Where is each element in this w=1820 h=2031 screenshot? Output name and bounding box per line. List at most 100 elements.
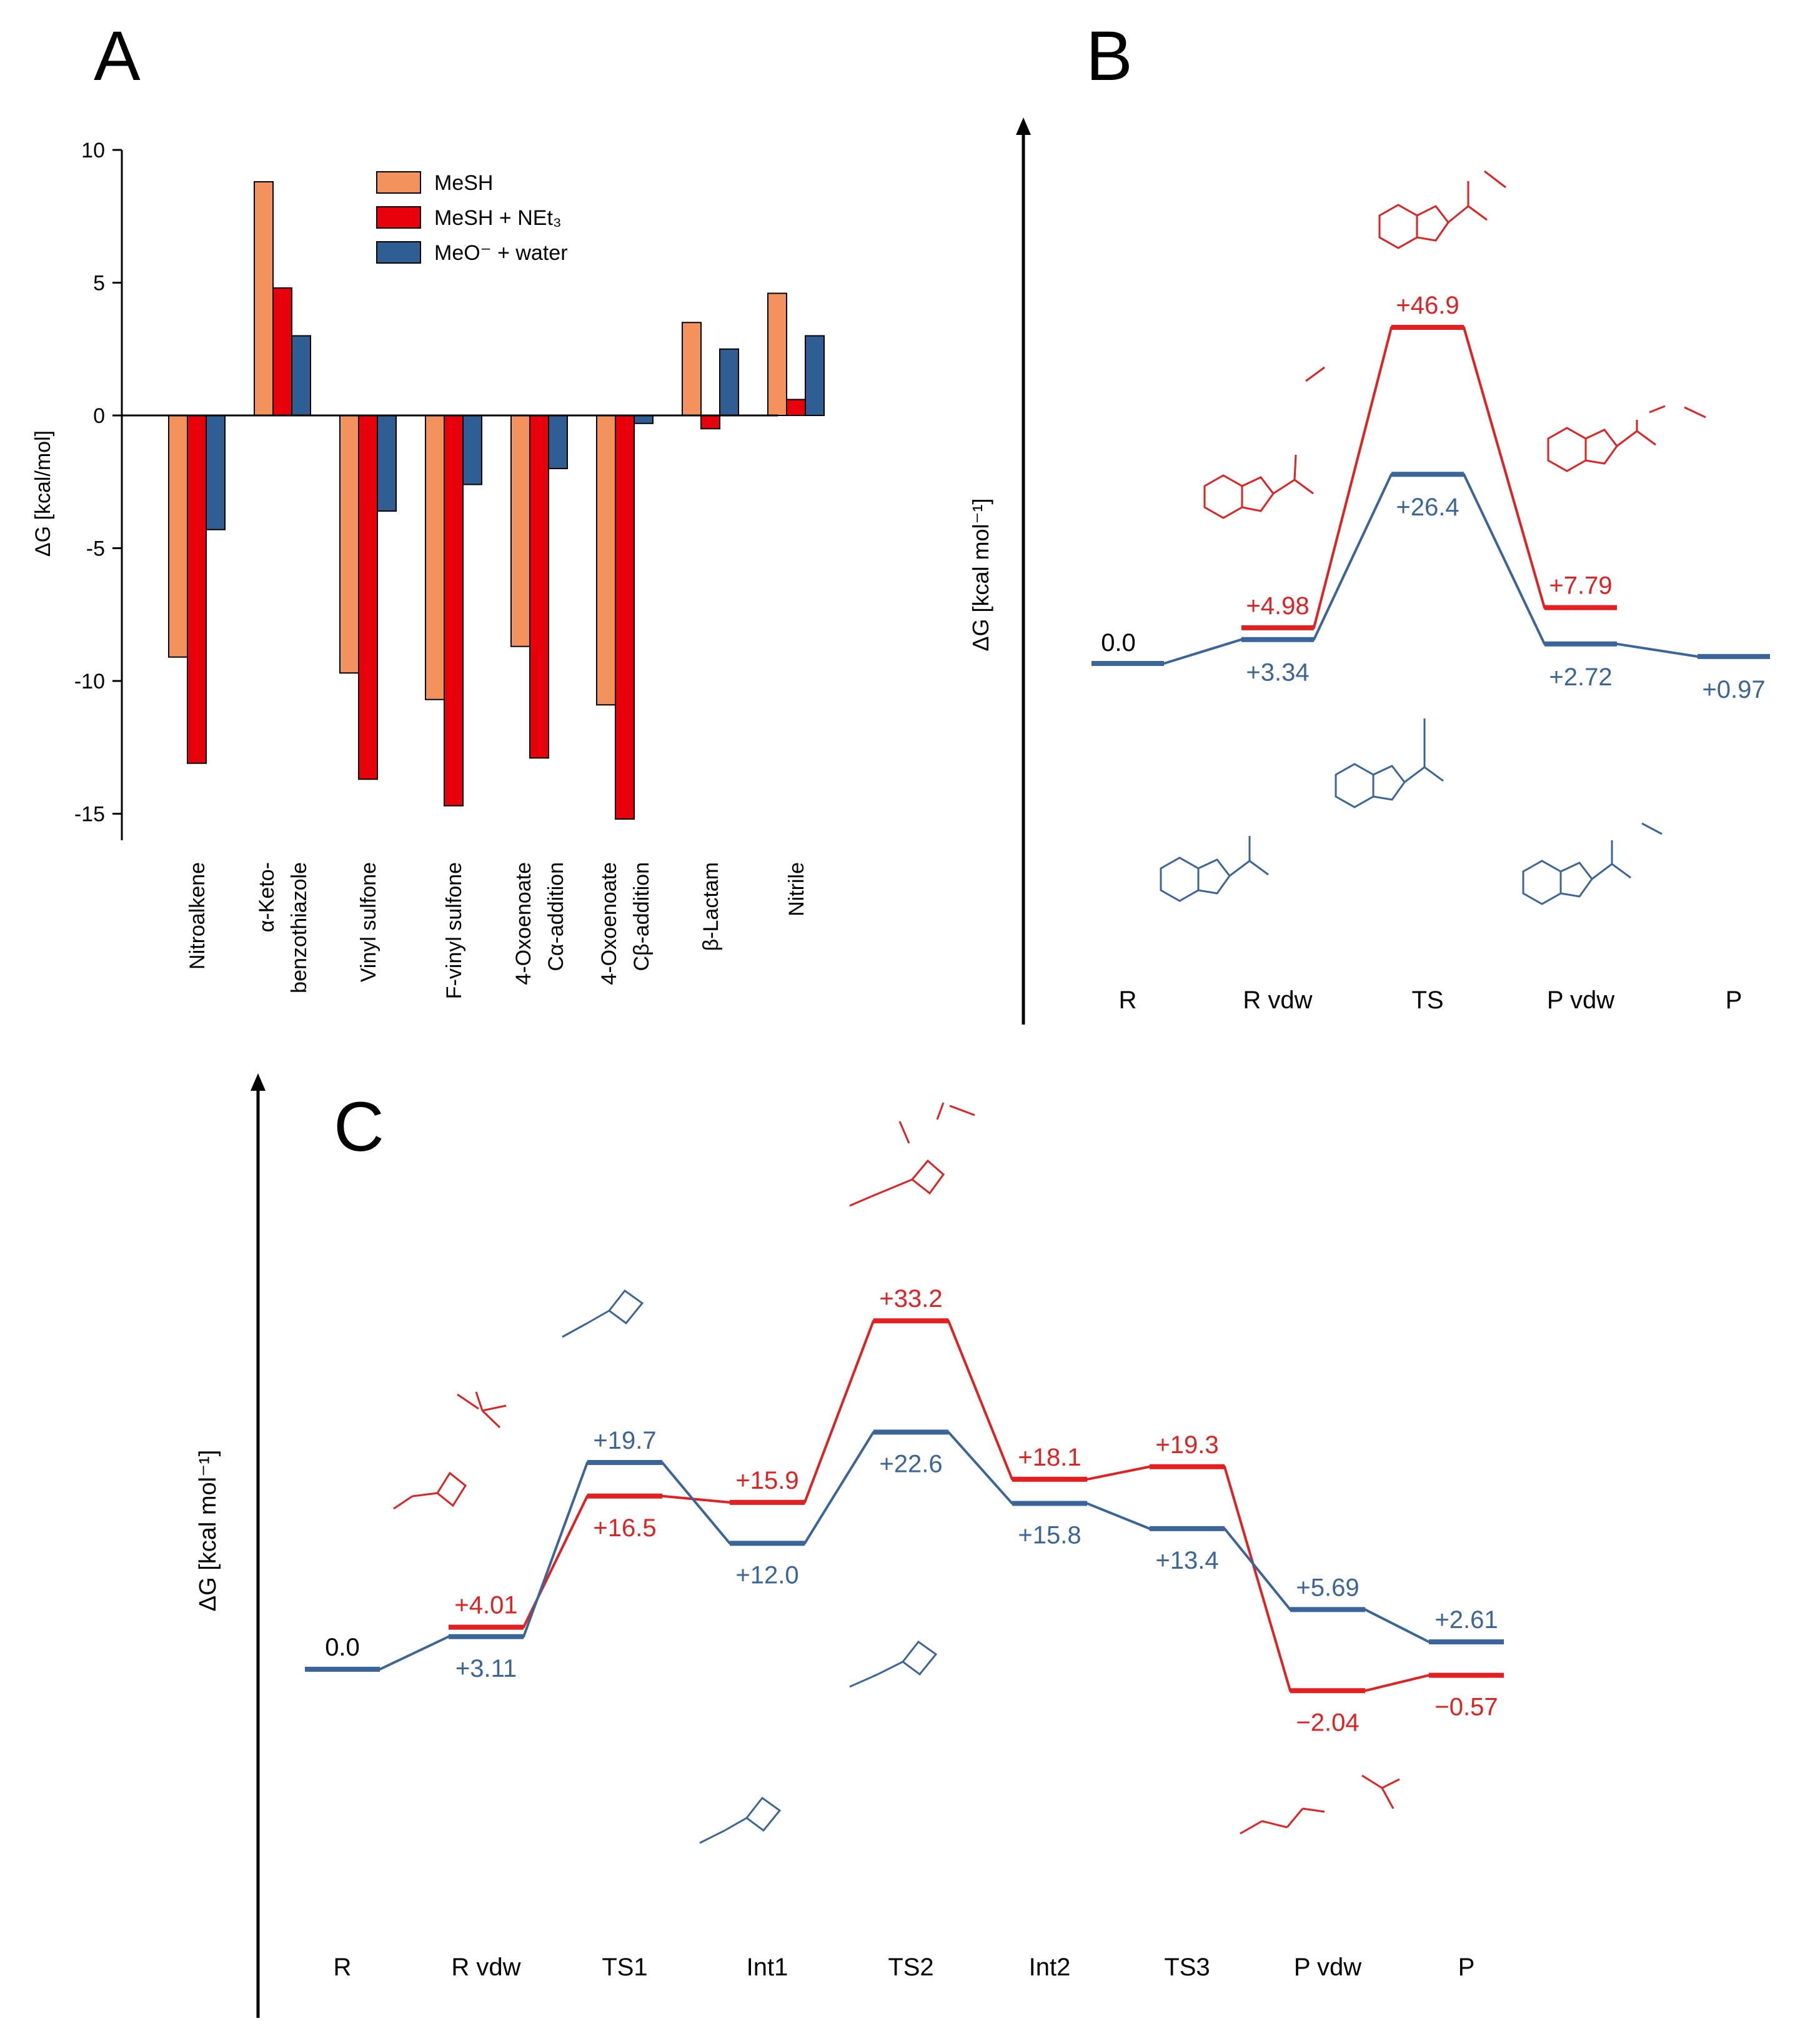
panel-c-energy-label: +19.3 — [1155, 1431, 1218, 1459]
rvdw-red-structure — [1203, 366, 1325, 519]
panel-label-c: C — [334, 1088, 384, 1166]
panel-a-y-tick-label: 0 — [93, 404, 105, 428]
panel-a-y-tick-label: 10 — [81, 139, 105, 162]
panel-a-bar — [291, 335, 311, 416]
panel-a-bar — [786, 399, 806, 416]
panel-c-structure-drawings — [393, 1102, 1400, 1844]
panel-a-category-label: Cβ-addition — [630, 862, 654, 971]
panel-c-energy-label: +22.6 — [879, 1450, 942, 1477]
panel-c-stage-label: P — [1458, 1954, 1475, 1981]
pvdw-red-structure — [1547, 405, 1706, 472]
panel-a-bar — [187, 415, 207, 764]
c-ts2-red-structure — [849, 1102, 975, 1207]
panel-a-category-label: α-Keto- — [255, 862, 279, 932]
panel-c-energy-label: +18.1 — [1018, 1444, 1081, 1471]
panel-a-category-label: Cα-addition — [544, 862, 568, 971]
panel-c-stage-label: TS1 — [602, 1954, 647, 1981]
panel-c-stage-label: Int1 — [747, 1954, 788, 1981]
panel-c-energy-label: +16.5 — [593, 1514, 656, 1542]
panel-b-y-axis-label: ΔG [kcal mol⁻¹] — [968, 498, 993, 651]
panel-a-category-label: β-Lactam — [699, 862, 723, 951]
panel-a-bar — [272, 287, 292, 416]
panel-label-b: B — [1086, 17, 1133, 95]
panel-b-y-axis-arrowhead — [1016, 117, 1031, 135]
panel-a-legend-swatch — [376, 171, 421, 194]
panel-c-stage-label: Int2 — [1029, 1954, 1071, 1981]
panel-c-y-axis-arrowhead — [251, 1073, 266, 1091]
panel-a-category-label: Vinyl sulfone — [357, 862, 380, 982]
panel-a-y-tick-label: 5 — [93, 272, 105, 295]
panel-b-stage-label: R — [1119, 986, 1137, 1014]
panel-a-category-label: 4-Oxoenoate — [597, 862, 621, 985]
panel-a-bar-chart: ΔG [kcal/mol] 10 5 0 -5 -10 -15 Nitroalkene α-… — [31, 139, 825, 999]
panel-a-category-label: benzothiazole — [287, 862, 311, 993]
panel-c-energy-label: +13.4 — [1155, 1547, 1218, 1574]
c-rvdw-red-structures — [393, 1391, 507, 1510]
panel-a-bar — [377, 415, 397, 512]
panel-a-legend: MeSH MeSH + NEt₃ MeO⁻ + water — [376, 171, 568, 265]
panel-b-energy-label: +4.98 — [1246, 592, 1309, 620]
panel-c-energy-label: +3.11 — [455, 1655, 517, 1682]
panel-c-energy-label: +5.69 — [1296, 1574, 1359, 1601]
panel-c-energy-label: +33.2 — [879, 1285, 942, 1313]
panel-a-y-tick-label: -5 — [86, 537, 105, 561]
panel-a-bar — [462, 415, 482, 485]
panel-a-legend-label: MeO⁻ + water — [434, 241, 568, 265]
panel-c-energy-label: +15.9 — [735, 1467, 798, 1494]
panel-c-energy-label: +19.7 — [593, 1427, 656, 1454]
panel-b-energy-label: +7.79 — [1549, 572, 1612, 600]
panel-a-bar — [168, 415, 188, 658]
panel-a-category-label: 4-Oxoenoate — [512, 862, 535, 985]
panel-b-energy-label: +46.9 — [1396, 292, 1459, 319]
panel-b-stage-label: P vdw — [1547, 986, 1614, 1014]
panel-a-bar — [805, 335, 825, 416]
c-pvdw-red-structure — [1240, 1774, 1400, 1835]
c-ts1-blue-structure — [562, 1289, 644, 1338]
ts-blue-structure — [1335, 718, 1444, 808]
panel-c-stage-label: P vdw — [1294, 1954, 1361, 1981]
panel-c-energy-diagram: ΔG [kcal mol⁻¹] R R vdw TS1 Int1 TS2 Int2 TS3 P… — [195, 1073, 1504, 2018]
panel-a-legend-swatch — [376, 241, 421, 264]
panel-c-energy-label: −0.57 — [1435, 1694, 1498, 1721]
ts-red-structure — [1378, 170, 1506, 249]
panel-a-bar — [615, 415, 635, 820]
panel-a-bar — [682, 322, 702, 416]
panel-a-bar — [700, 415, 720, 430]
panel-a-bar — [719, 348, 739, 416]
panel-a-bar — [767, 292, 787, 416]
panel-c-energy-label: +2.61 — [1435, 1606, 1498, 1634]
panel-label-a: A — [94, 17, 141, 95]
panel-a-bar — [529, 415, 549, 759]
panel-b-energy-label: +3.34 — [1246, 659, 1309, 687]
panel-c-energy-label: +4.01 — [454, 1592, 517, 1619]
panel-a-y-tick-label: -15 — [74, 803, 105, 827]
panel-a-bar — [548, 415, 568, 469]
panel-a-bar — [510, 415, 530, 647]
panel-c-energy-label: +12.0 — [735, 1561, 798, 1589]
panel-a-bar — [339, 415, 359, 674]
panel-a-y-tick-label: -10 — [74, 670, 105, 693]
rvdw-blue-structure — [1160, 836, 1269, 902]
panel-c-series-line — [449, 1319, 1504, 1692]
panel-a-bar — [206, 415, 226, 530]
panel-b-stage-label: R vdw — [1243, 986, 1312, 1014]
panel-a-bar — [596, 415, 616, 706]
panel-c-stage-label: R vdw — [451, 1954, 520, 1981]
panel-a-category-label: F-vinyl sulfone — [442, 862, 466, 999]
panel-a-bar — [425, 415, 445, 700]
panel-a-category-label: Nitroalkene — [186, 862, 209, 970]
panel-c-stage-label: TS2 — [888, 1954, 933, 1981]
panel-c-origin-label: 0.0 — [325, 1634, 360, 1661]
panel-b-structure-drawings — [1160, 170, 1706, 905]
panel-a-legend-label: MeSH — [434, 171, 493, 195]
panel-b-energy-label: +26.4 — [1396, 494, 1459, 521]
c-int1-blue-structure — [699, 1796, 782, 1844]
panel-a-bar — [634, 415, 654, 424]
panel-a-bar — [358, 415, 378, 780]
panel-b-origin-label: 0.0 — [1101, 629, 1136, 657]
panel-b-energy-label: +2.72 — [1549, 663, 1612, 691]
panel-a-category-label: Nitrile — [785, 862, 808, 916]
panel-c-y-axis-label: ΔG [kcal mol⁻¹] — [195, 1450, 221, 1612]
panel-b-stage-label: P — [1726, 986, 1743, 1014]
